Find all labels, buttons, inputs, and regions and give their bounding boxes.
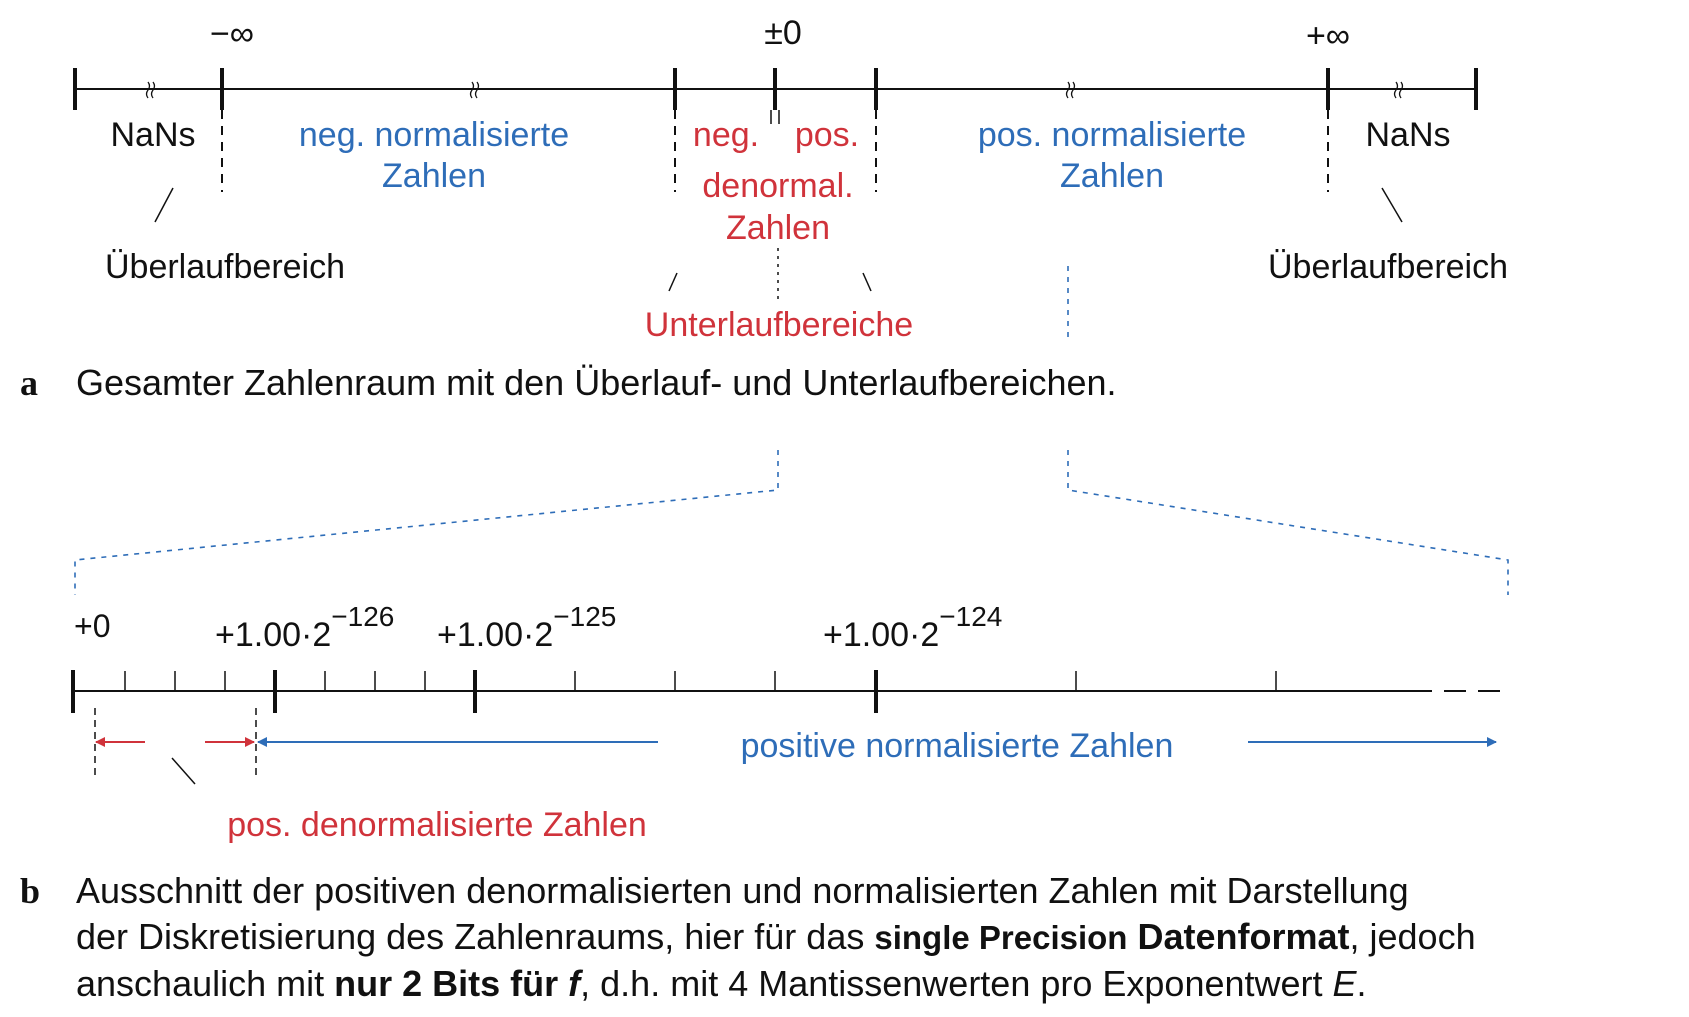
overflow-right-label: Überlaufbereich	[1268, 248, 1508, 286]
overflow-left-label: Überlaufbereich	[105, 248, 345, 286]
tick-label-2-124: +1.00·2−124	[823, 601, 1002, 654]
caption-b-e: E	[1332, 963, 1357, 1004]
pos-infinity-label: +∞	[1306, 17, 1350, 55]
caption-b-space	[1127, 916, 1137, 957]
nans-right-label: NaNs	[1365, 116, 1450, 154]
pos-denormal-label: pos.	[795, 116, 859, 154]
caption-b-bits: nur 2 Bits für	[334, 963, 569, 1004]
caption-b-line3-a: anschaulich mit	[76, 963, 335, 1004]
caption-a-text: Gesamter Zahlenraum mit den Überlauf- un…	[76, 362, 1117, 403]
caption-b-period: .	[1356, 963, 1367, 1004]
positive-denormalized-label: pos. denormalisierte Zahlen	[227, 806, 647, 844]
caption-b-line2: der Diskretisierung des Zahlenraums, hie…	[20, 914, 1476, 961]
caption-b-f: f	[568, 963, 581, 1004]
underflow-label: Unterlaufbereiche	[645, 306, 913, 344]
tick-label-2-125: +1.00·2−125	[437, 601, 616, 654]
caption-b-datenformat: Datenformat	[1137, 916, 1350, 957]
plus-minus-zero-label: ±0	[764, 14, 802, 52]
pos-normalized-label-line2: Zahlen	[1060, 157, 1164, 195]
zoom-connector-lines	[74, 266, 1509, 595]
nans-left-label: NaNs	[110, 116, 195, 154]
caption-a: a Gesamter Zahlenraum mit den Überlauf- u…	[20, 360, 1117, 406]
caption-b-line2-e: , jedoch	[1349, 916, 1476, 957]
neg-infinity-label: −∞	[210, 15, 254, 53]
neg-denormal-label: neg.	[693, 116, 759, 154]
positive-normalized-label: positive normalisierte Zahlen	[741, 727, 1174, 765]
tick-label-plus-zero: +0	[74, 608, 110, 644]
caption-a-letter: a	[20, 363, 38, 403]
tick-label-2-126: +1.00·2−126	[215, 601, 394, 654]
caption-b-line1: b Ausschnitt der positiven denormalisiert…	[20, 868, 1476, 914]
caption-b-single-precision: single Precision	[874, 919, 1128, 956]
caption-b-line2-a: der Diskretisierung des Zahlenraums, hie…	[76, 916, 875, 957]
caption-b: b Ausschnitt der positiven denormalisiert…	[20, 868, 1476, 1007]
caption-b-line3: anschaulich mit nur 2 Bits für f, d.h. m…	[20, 961, 1476, 1007]
caption-b-line3-d: , d.h. mit 4 Mantissenwerten pro Exponen…	[580, 963, 1333, 1004]
pos-normalized-label-line1: pos. normalisierte	[978, 116, 1246, 154]
part-a-axis	[73, 68, 1478, 302]
denormal-zahlen-label: Zahlen	[726, 209, 830, 247]
denormal-label: denormal.	[702, 167, 853, 205]
caption-b-letter: b	[20, 871, 41, 911]
neg-normalized-label-line1: neg. normalisierte	[299, 116, 569, 154]
neg-normalized-label-line2: Zahlen	[382, 157, 486, 195]
caption-b-line1-text: Ausschnitt der positiven denormalisierte…	[76, 870, 1409, 911]
part-b-axis	[71, 670, 1500, 785]
